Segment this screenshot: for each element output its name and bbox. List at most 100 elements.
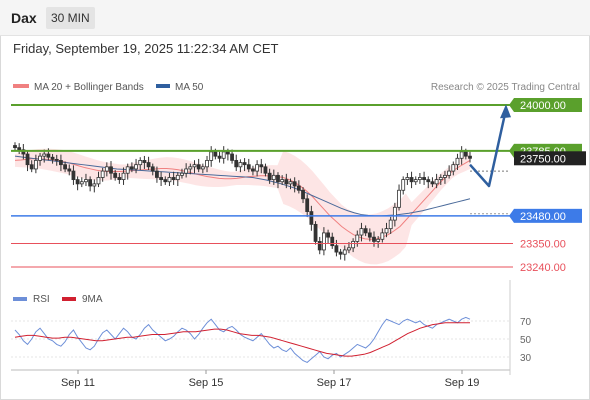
candle-up [192,164,197,168]
x-tick-label: Sep 19 [445,377,480,389]
candle-up [38,155,42,161]
candle-up [376,238,381,242]
candle-down [50,156,55,160]
candle-down [263,166,268,174]
chart-datetime: Friday, September 19, 2025 11:22:34 AM C… [13,41,279,56]
candle-up [397,189,401,208]
x-tick-label: Sep 11 [61,377,95,389]
candle-down [25,153,30,166]
candle-up [79,181,84,185]
candle-down [292,181,297,187]
candle-down [430,181,435,185]
candle-down [296,185,301,191]
level-label: 24000.00 [520,100,566,112]
candle-up [401,179,406,191]
candle-down [246,164,251,170]
candle-up [288,181,293,185]
ma50-legend-label: MA 50 [175,82,204,93]
candle-up [384,228,389,234]
candle-up [84,179,88,183]
candle-down [313,223,318,242]
candle-down [129,166,134,170]
level-tag-arrow [509,208,514,223]
candle-up [255,164,260,172]
candle-up [443,174,447,178]
last-price-label: 23750.00 [520,153,566,165]
candle-up [438,177,443,181]
candle-down [305,198,310,212]
level-tag-23480.00 [514,208,582,223]
candle-up [359,228,364,236]
candle-up [188,166,193,170]
candle-up [280,179,285,183]
timeframe-button[interactable]: 30 MIN [46,7,95,29]
candle-up [100,170,105,178]
candle-down [150,166,155,172]
forecast-arrowhead [500,104,511,119]
candle-down [146,162,151,168]
level-label: 23480.00 [520,211,566,223]
rsi-tick-label: 50 [520,335,532,346]
candle-down [213,151,218,157]
candle-down [171,177,176,181]
candle-down [155,170,159,178]
candle-down [267,172,272,181]
candle-down [426,179,431,183]
candle-up [271,174,276,181]
last-price-tag [514,151,586,166]
candle-up [121,172,126,181]
candle-down [63,164,67,170]
candle-up [380,232,385,240]
candle-up [138,160,143,166]
candle-down [338,251,343,255]
candle-up [321,232,326,251]
forecast-arrow [469,108,508,188]
header-bar: Dax 30 MIN [0,0,590,36]
candle-up [351,241,356,249]
candle-up [405,177,410,181]
candle-up [418,177,422,181]
candle-down [21,149,26,155]
candle-up [104,166,109,172]
instrument-name: Dax [11,10,37,26]
candle-down [284,179,289,185]
candle-down [71,170,76,181]
x-tick-label: Sep 17 [317,377,352,389]
candle-down [163,179,168,183]
rsi-tick-label: 30 [520,353,532,364]
candle-down [234,160,239,168]
candle-down [109,166,113,174]
candle-up [238,162,243,168]
candle-down [142,160,147,163]
candle-up [184,168,189,174]
candle-up [451,164,456,172]
candle-up [447,170,452,176]
rsi-legend-swatch [13,297,27,301]
candle-up [92,183,97,187]
candle-up [221,151,226,159]
ma20-legend-swatch [13,84,29,88]
candle-up [347,247,351,251]
ma50-legend-swatch [156,84,170,88]
candle-up [42,153,47,157]
candle-down [334,245,339,253]
candle-up [388,219,393,230]
candle-down [13,145,17,149]
candle-up [180,172,184,176]
candle-down [317,241,322,251]
rsi-line [14,316,471,363]
candle-down [67,168,72,172]
candle-down [372,236,376,242]
level-tag-24000.00 [514,98,582,112]
candle-down [217,155,222,159]
candle-down [422,177,426,181]
x-tick-label: Sep 15 [189,377,224,389]
candle-down [259,164,264,168]
candle-up [209,151,214,161]
level-tag-arrow [509,98,514,112]
candle-down [54,158,59,161]
candle-down [117,177,122,181]
candle-up [342,249,347,255]
candle-up [200,166,205,170]
level-label: 23240.00 [520,262,566,274]
